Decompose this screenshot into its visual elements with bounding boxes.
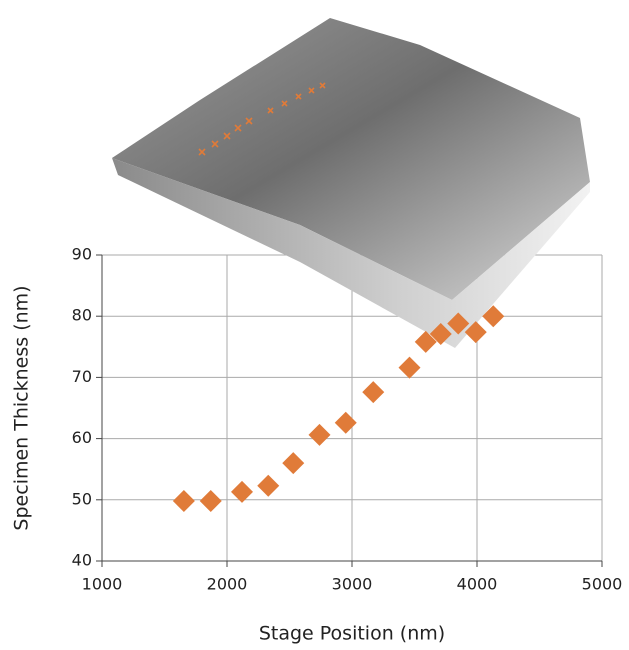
y-axis-title: Specimen Thickness (nm) (11, 285, 33, 530)
marker (173, 490, 195, 512)
marker (200, 490, 222, 512)
chart: 40 50 60 70 80 90 1000 2000 3000 4000 5000 Stage P… (0, 0, 629, 646)
marker (257, 475, 279, 497)
x-tick-label: 5000 (582, 575, 623, 594)
marker (335, 412, 357, 434)
x-tick-label: 2000 (207, 575, 248, 594)
x-tick-label: 4000 (457, 575, 498, 594)
marker (399, 357, 421, 379)
y-tick-label: 80 (72, 306, 92, 325)
y-tick-label: 90 (72, 245, 92, 264)
marker (309, 424, 331, 446)
y-tick-label: 50 (72, 489, 92, 508)
x-axis-title: Stage Position (nm) (259, 623, 445, 645)
marker (362, 381, 384, 403)
x-tick-label: 3000 (332, 575, 373, 594)
surface-image (112, 18, 590, 348)
y-tick-label: 70 (72, 367, 92, 386)
marker (282, 452, 304, 474)
x-tick-label: 1000 (82, 575, 123, 594)
y-tick-label: 40 (72, 551, 92, 570)
y-tick-label: 60 (72, 428, 92, 447)
